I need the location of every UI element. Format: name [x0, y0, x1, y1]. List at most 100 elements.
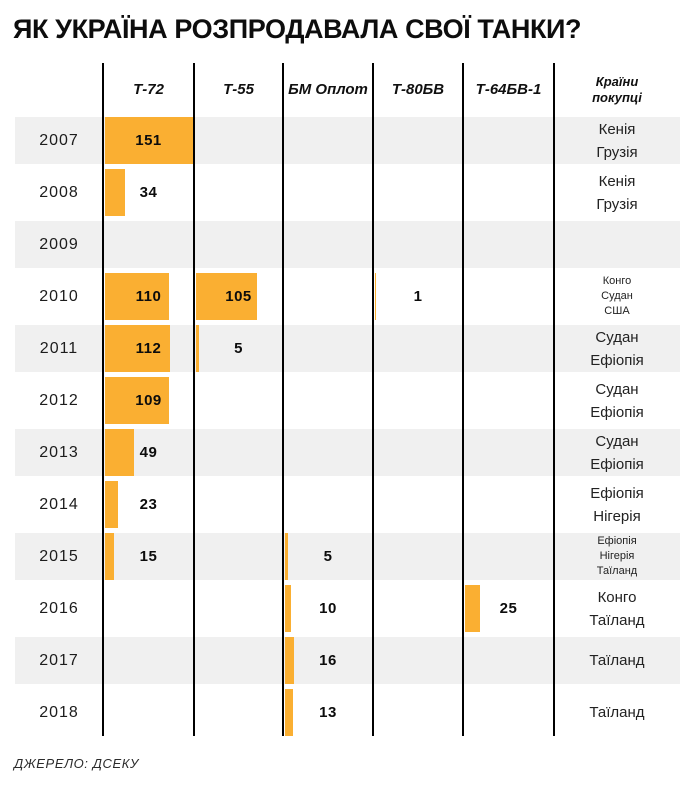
- value-cell-т-55: [194, 169, 283, 216]
- country-list: Судан Ефіопія: [590, 378, 644, 424]
- table-row: 2015 15 5 Ефіопія Нігерія Таїланд: [15, 533, 680, 580]
- table-row: 2011 112 5 Судан Ефіопія: [15, 325, 680, 372]
- country-label: Таїланд: [589, 704, 645, 721]
- country-list: Ефіопія Нігерія Таїланд: [597, 534, 637, 579]
- value-cell-бм-оплот: [283, 325, 373, 372]
- bar-value: 1: [413, 288, 423, 305]
- value-cell-т-64бв-1: [463, 273, 554, 320]
- value-cell-бм-оплот: [283, 221, 373, 268]
- country-label: США: [604, 305, 630, 317]
- country-label: Конго: [597, 588, 637, 606]
- bar-value: 109: [135, 392, 162, 409]
- sales-bar: [285, 637, 294, 684]
- year-label: 2015: [39, 547, 79, 565]
- column-header-label: Т-72: [133, 81, 164, 98]
- chart-title: ЯК УКРАЇНА РОЗПРОДАВАЛА СВОЇ ТАНКИ?: [13, 14, 582, 44]
- value-cell-т-55: [194, 637, 283, 684]
- table-body: 2007 151 Кенія Грузія 2008 34 Кенія Грузія 2009 2…: [15, 117, 680, 736]
- country-label: Судан: [601, 290, 633, 302]
- buyers-cell: Конго Таїланд: [554, 585, 680, 632]
- buyers-cell: Таїланд: [554, 637, 680, 684]
- value-cell-т-55: [194, 689, 283, 736]
- country-label: Судан: [595, 328, 639, 346]
- column-header-3: БМ Оплот: [283, 63, 373, 117]
- country-list: Таїланд: [589, 701, 644, 724]
- year-label: 2016: [39, 599, 79, 617]
- country-label: Ефіопія: [590, 455, 644, 473]
- country-label: Ефіопія: [597, 535, 637, 547]
- sales-bar: [285, 689, 293, 736]
- country-list: Ефіопія Нігерія: [590, 482, 644, 528]
- country-list: Судан Ефіопія: [590, 430, 644, 476]
- value-cell-т-80бв: 1: [373, 273, 463, 320]
- sales-bar: [105, 429, 134, 476]
- bar-value: 15: [139, 548, 158, 565]
- country-list: Конго Судан США: [601, 274, 633, 319]
- value-cell-т-72: [103, 637, 194, 684]
- year-label: 2007: [39, 131, 79, 149]
- value-cell-т-72: [103, 689, 194, 736]
- country-label: Таїланд: [596, 565, 638, 577]
- year-label: 2012: [39, 391, 79, 409]
- sales-bar: [105, 117, 193, 164]
- column-header-label: БМ Оплот: [288, 81, 368, 98]
- header-year-spacer: [15, 63, 103, 117]
- buyers-cell: Таїланд: [554, 689, 680, 736]
- year-label: 2011: [39, 339, 79, 357]
- bar-value: 49: [139, 444, 158, 461]
- sales-bar: [105, 169, 125, 216]
- column-separator-line: [193, 63, 195, 736]
- country-label: Грузія: [596, 195, 638, 213]
- bar-value: 25: [499, 600, 518, 617]
- bar-value: 16: [319, 652, 337, 669]
- column-separator-line: [372, 63, 374, 736]
- year-cell: 2014: [15, 481, 103, 528]
- bar-value: 34: [139, 184, 158, 201]
- table-row: 2016 10 25 Конго Таїланд: [15, 585, 680, 632]
- value-cell-т-64бв-1: 25: [463, 585, 554, 632]
- column-header-4: Т-80БВ: [373, 63, 463, 117]
- table-header-row: Т-72 Т-55 БМ Оплот Т-80БВ Т-64БВ-1 Країни поку…: [15, 63, 680, 117]
- buyers-cell: Кенія Грузія: [554, 117, 680, 164]
- column-header-label: Т-80БВ: [391, 81, 445, 98]
- value-cell-т-80бв: [373, 221, 463, 268]
- value-cell-т-80бв: [373, 325, 463, 372]
- country-list: Кенія Грузія: [596, 118, 637, 164]
- table-row: 2008 34 Кенія Грузія: [15, 169, 680, 216]
- country-label: Ефіопія: [590, 403, 644, 421]
- country-label: Ефіопія: [590, 484, 644, 502]
- year-label: 2009: [39, 235, 79, 253]
- year-cell: 2016: [15, 585, 103, 632]
- value-cell-т-64бв-1: [463, 533, 554, 580]
- buyers-cell: Судан Ефіопія: [554, 377, 680, 424]
- year-label: 2010: [39, 287, 79, 305]
- year-cell: 2010: [15, 273, 103, 320]
- year-cell: 2009: [15, 221, 103, 268]
- value-cell-бм-оплот: [283, 117, 373, 164]
- country-label: Ефіопія: [590, 351, 644, 369]
- value-cell-т-64бв-1: [463, 429, 554, 476]
- country-label: Конго: [602, 275, 632, 287]
- sales-bar: [285, 585, 291, 632]
- value-cell-т-55: [194, 429, 283, 476]
- value-cell-т-64бв-1: [463, 325, 554, 372]
- sales-bar: [105, 377, 169, 424]
- year-cell: 2012: [15, 377, 103, 424]
- column-separator-line: [102, 63, 104, 736]
- year-cell: 2011: [15, 325, 103, 372]
- sales-bar: [196, 325, 199, 372]
- year-cell: 2018: [15, 689, 103, 736]
- country-label: Грузія: [596, 143, 638, 161]
- value-cell-бм-оплот: [283, 169, 373, 216]
- value-cell-т-72: 23: [103, 481, 194, 528]
- value-cell-бм-оплот: [283, 273, 373, 320]
- value-cell-т-80бв: [373, 377, 463, 424]
- sales-bar: [285, 533, 288, 580]
- value-cell-т-72: 109: [103, 377, 194, 424]
- buyers-cell: Судан Ефіопія: [554, 325, 680, 372]
- column-header-1: Т-72: [103, 63, 194, 117]
- year-label: 2017: [39, 651, 79, 669]
- value-cell-т-55: 5: [194, 325, 283, 372]
- country-list: Кенія Грузія: [596, 170, 637, 216]
- bar-value: 112: [135, 340, 162, 357]
